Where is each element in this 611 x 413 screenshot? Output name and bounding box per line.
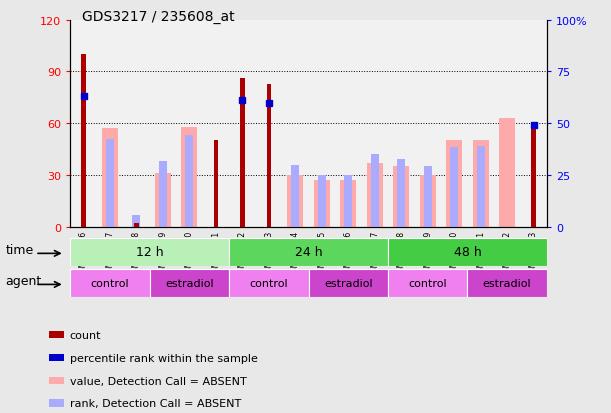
Bar [155,174,171,227]
Bar [150,269,229,297]
Text: estradiol: estradiol [165,278,214,288]
Bar [123,21,150,227]
Bar [499,119,515,227]
Bar [97,21,123,227]
Bar [181,127,197,227]
Text: estradiol: estradiol [324,278,373,288]
Bar [450,148,458,227]
Bar [446,141,462,227]
Text: value, Detection Call = ABSENT: value, Detection Call = ABSENT [70,376,246,386]
Bar [70,238,229,266]
Bar [266,84,271,227]
Bar [467,21,494,227]
Bar [367,164,382,227]
Bar [467,269,547,297]
Bar [335,21,362,227]
Text: time: time [5,243,34,256]
Bar [424,167,432,227]
Bar [176,21,203,227]
Text: control: control [90,278,130,288]
Bar [473,141,489,227]
Text: 24 h: 24 h [295,246,323,259]
Bar [441,21,467,227]
Bar [133,215,141,227]
Bar [203,21,229,227]
Bar [70,269,150,297]
Bar [282,21,309,227]
Bar [240,79,244,227]
Text: 48 h: 48 h [453,246,481,259]
Bar [388,238,547,266]
Bar [81,55,86,227]
Bar [420,176,436,227]
Bar [186,136,194,227]
Bar [287,176,303,227]
Bar [318,176,326,227]
Text: agent: agent [5,274,42,287]
Bar [532,127,536,227]
Text: control: control [408,278,447,288]
Bar [477,146,485,227]
Bar [521,21,547,227]
Bar [393,167,409,227]
Bar [309,269,388,297]
Text: count: count [70,330,101,340]
Bar [214,141,218,227]
Bar [494,21,521,227]
Bar [102,129,118,227]
Bar [134,224,139,227]
Bar [397,160,405,227]
Text: rank, Detection Call = ABSENT: rank, Detection Call = ABSENT [70,399,241,408]
Bar [106,140,114,227]
Bar [70,21,97,227]
Bar [345,176,353,227]
Bar [229,238,388,266]
Bar [388,21,414,227]
Bar [229,269,309,297]
Bar [255,21,282,227]
Text: 12 h: 12 h [136,246,164,259]
Text: percentile rank within the sample: percentile rank within the sample [70,353,257,363]
Bar [371,155,379,227]
Bar [414,21,441,227]
Text: GDS3217 / 235608_at: GDS3217 / 235608_at [82,10,235,24]
Bar [340,181,356,227]
Text: control: control [249,278,288,288]
Bar [150,21,176,227]
Text: estradiol: estradiol [483,278,532,288]
Bar [362,21,388,227]
Bar [159,162,167,227]
Bar [314,181,330,227]
Bar [229,21,255,227]
Bar [388,269,467,297]
Bar [291,165,299,227]
Bar [309,21,335,227]
